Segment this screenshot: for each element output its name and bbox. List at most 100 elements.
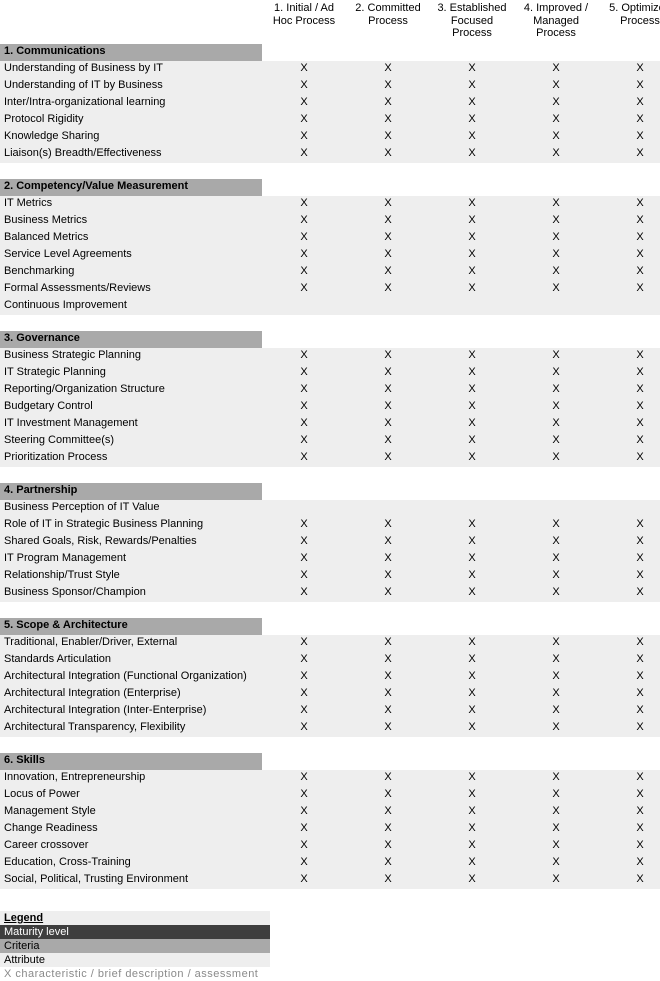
mark-cell: X [514, 804, 598, 821]
mark-cell: X [598, 720, 660, 737]
mark-cell: X [262, 703, 346, 720]
mark-cell: X [430, 855, 514, 872]
mark-cell: X [346, 804, 430, 821]
mark-cell: X [430, 838, 514, 855]
mark-cell [430, 298, 514, 315]
table-row: Career crossoverXXXXX [0, 838, 660, 855]
col-head-line1: 1. Initial / Ad [266, 2, 342, 15]
mark-cell: X [598, 247, 660, 264]
col-head-5: 5. Optimized Process [598, 0, 660, 44]
mark-cell: X [430, 247, 514, 264]
mark-cell: X [346, 365, 430, 382]
col-head-3: 3. Established Focused Process [430, 0, 514, 44]
table-body: 1. CommunicationsUnderstanding of Busine… [0, 44, 660, 905]
legend-maturity-level: Maturity level [0, 925, 270, 939]
table-row: Formal Assessments/ReviewsXXXXX [0, 281, 660, 298]
section-title: 3. Governance [0, 331, 262, 348]
mark-cell: X [346, 568, 430, 585]
table-row: Liaison(s) Breadth/EffectivenessXXXXX [0, 146, 660, 163]
col-head-line1: 2. Committed [350, 2, 426, 15]
mark-cell: X [346, 264, 430, 281]
table-row: Architectural Integration (Enterprise)XX… [0, 686, 660, 703]
mark-cell: X [514, 196, 598, 213]
section-header: 6. Skills [0, 753, 660, 770]
mark-cell: X [262, 770, 346, 787]
table-row: Understanding of IT by BusinessXXXXX [0, 78, 660, 95]
mark-cell: X [430, 635, 514, 652]
spacer-row [0, 467, 660, 483]
attribute-label: Budgetary Control [0, 399, 262, 416]
mark-cell: X [514, 517, 598, 534]
mark-cell [514, 298, 598, 315]
table-row: Management StyleXXXXX [0, 804, 660, 821]
mark-cell: X [346, 585, 430, 602]
section-title: 1. Communications [0, 44, 262, 61]
mark-cell: X [598, 416, 660, 433]
table-row: Knowledge SharingXXXXX [0, 129, 660, 146]
spacer-row [0, 889, 660, 905]
mark-cell: X [430, 821, 514, 838]
mark-cell: X [598, 838, 660, 855]
mark-cell: X [514, 112, 598, 129]
mark-cell: X [262, 416, 346, 433]
mark-cell [262, 298, 346, 315]
mark-cell: X [262, 399, 346, 416]
attribute-label: Architectural Transparency, Flexibility [0, 720, 262, 737]
mark-cell: X [430, 534, 514, 551]
section-header: 4. Partnership [0, 483, 660, 500]
attribute-label: Service Level Agreements [0, 247, 262, 264]
mark-cell: X [430, 416, 514, 433]
mark-cell: X [430, 365, 514, 382]
mark-cell: X [430, 517, 514, 534]
mark-cell: X [346, 551, 430, 568]
attribute-label: Role of IT in Strategic Business Plannin… [0, 517, 262, 534]
mark-cell: X [514, 78, 598, 95]
mark-cell: X [514, 551, 598, 568]
mark-cell: X [430, 399, 514, 416]
attribute-label: Relationship/Trust Style [0, 568, 262, 585]
attribute-label: Continuous Improvement [0, 298, 262, 315]
mark-cell: X [514, 365, 598, 382]
mark-cell: X [514, 686, 598, 703]
attribute-label: Understanding of IT by Business [0, 78, 262, 95]
mark-cell: X [262, 585, 346, 602]
legend: Legend Maturity level Criteria Attribute… [0, 911, 660, 981]
col-head-1: 1. Initial / Ad Hoc Process [262, 0, 346, 44]
mark-cell: X [346, 635, 430, 652]
mark-cell: X [430, 382, 514, 399]
mark-cell: X [514, 213, 598, 230]
attribute-label: Balanced Metrics [0, 230, 262, 247]
mark-cell: X [262, 281, 346, 298]
mark-cell: X [262, 112, 346, 129]
mark-cell: X [262, 787, 346, 804]
table-row: Balanced MetricsXXXXX [0, 230, 660, 247]
table-row: Business Sponsor/ChampionXXXXX [0, 585, 660, 602]
mark-cell: X [514, 787, 598, 804]
col-head-line1: 5. Optimized [602, 2, 660, 15]
attribute-label: Protocol Rigidity [0, 112, 262, 129]
col-head-line1: 3. Established [434, 2, 510, 15]
mark-cell: X [346, 838, 430, 855]
mark-cell: X [514, 382, 598, 399]
table-row: Innovation, EntrepreneurshipXXXXX [0, 770, 660, 787]
mark-cell: X [514, 770, 598, 787]
mark-cell: X [262, 568, 346, 585]
mark-cell: X [430, 686, 514, 703]
mark-cell: X [262, 213, 346, 230]
attribute-label: Change Readiness [0, 821, 262, 838]
mark-cell: X [598, 551, 660, 568]
table-row: Reporting/Organization StructureXXXXX [0, 382, 660, 399]
mark-cell: X [430, 568, 514, 585]
mark-cell: X [514, 534, 598, 551]
mark-cell: X [598, 450, 660, 467]
mark-cell: X [598, 787, 660, 804]
mark-cell: X [598, 585, 660, 602]
mark-cell: X [262, 534, 346, 551]
attribute-label: Understanding of Business by IT [0, 61, 262, 78]
mark-cell: X [430, 703, 514, 720]
mark-cell: X [262, 855, 346, 872]
col-head-line2: Hoc Process [266, 15, 342, 28]
mark-cell [598, 500, 660, 517]
mark-cell: X [598, 365, 660, 382]
mark-cell: X [346, 855, 430, 872]
